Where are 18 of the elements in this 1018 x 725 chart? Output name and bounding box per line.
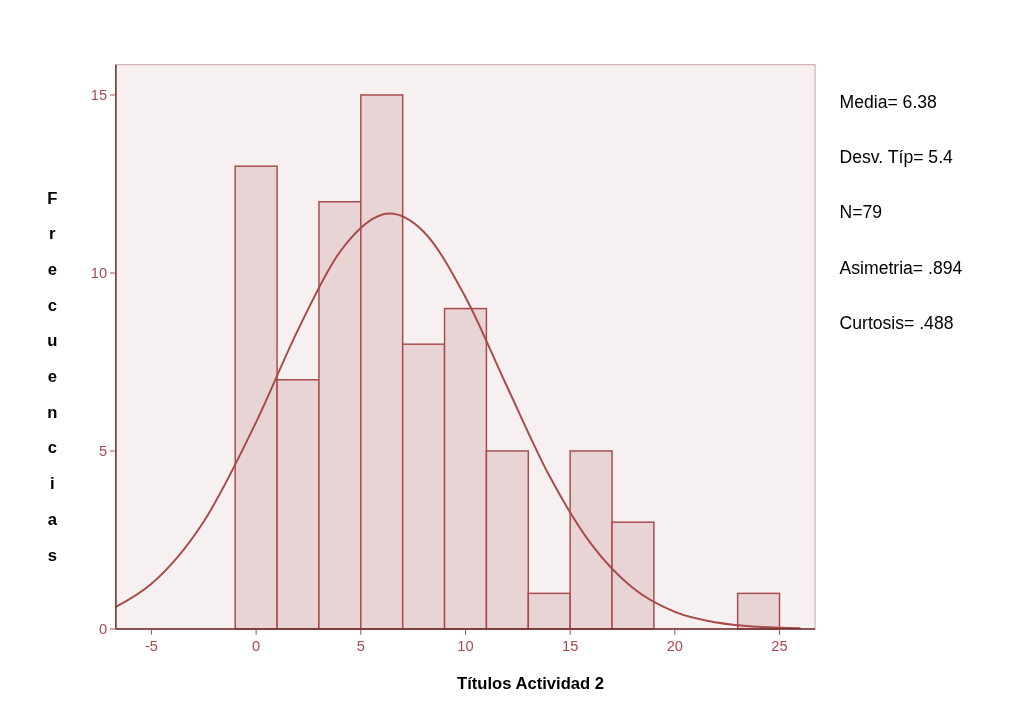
- x-tick-label: 25: [771, 637, 788, 654]
- y-tick-label: 10: [90, 264, 108, 281]
- y-tick-label: 0: [98, 620, 108, 637]
- text: Asimetria= .894: [839, 257, 963, 278]
- x-axis-title: Títulos Actividad 2: [456, 673, 605, 693]
- text: Curtosis= .488: [839, 312, 954, 333]
- x-tick-label: 0: [252, 637, 261, 654]
- x-tick-label: 15: [562, 637, 579, 654]
- y-tick-label: 5: [98, 442, 108, 459]
- x-tick-label: -5: [144, 637, 158, 654]
- text: N=79: [839, 202, 883, 223]
- x-tick-label: 10: [457, 637, 474, 654]
- text: Desv. Típ= 5.4: [839, 147, 954, 167]
- x-tick-label: 5: [356, 637, 365, 654]
- x-tick-label: 20: [666, 637, 683, 654]
- y-tick-label: 15: [90, 86, 108, 103]
- text: Media= 6.38: [839, 91, 938, 112]
- text: Frecuencias: [47, 188, 58, 565]
